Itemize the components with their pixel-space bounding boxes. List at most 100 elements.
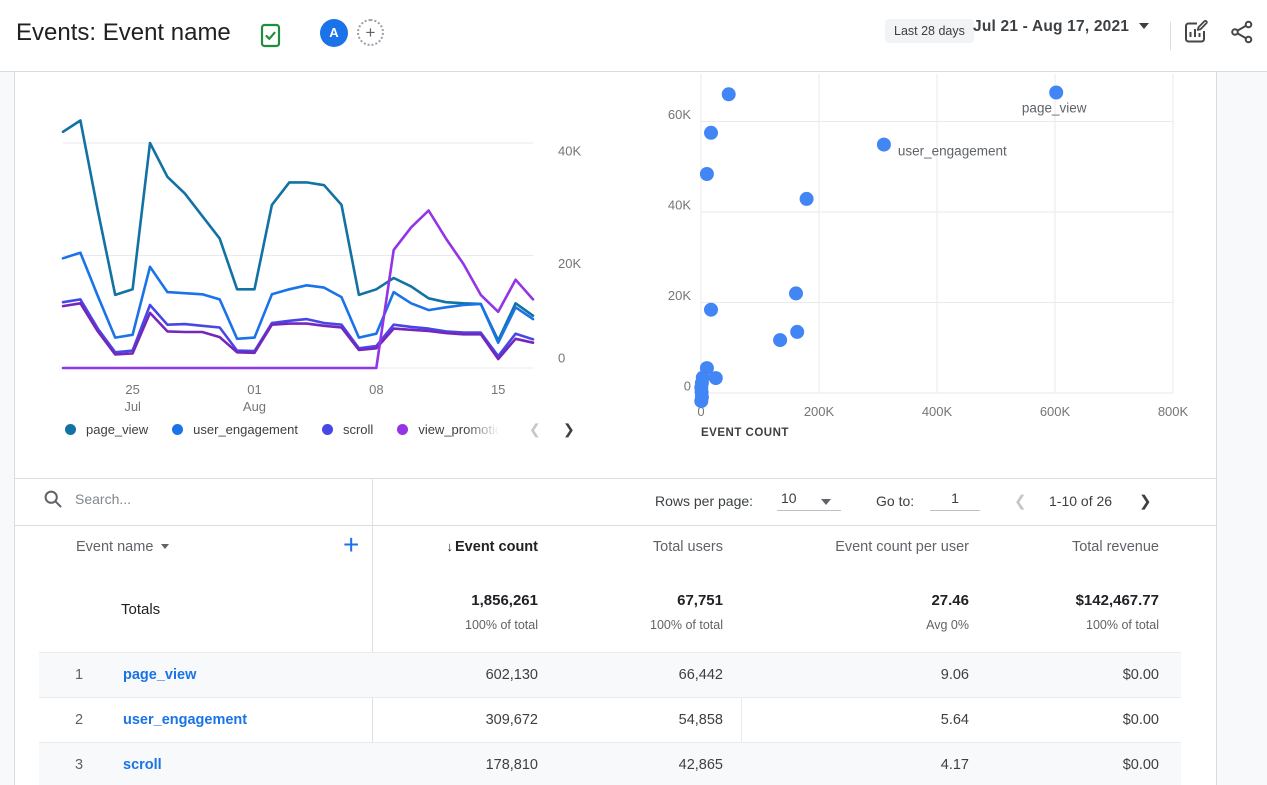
totals-total-users: 67,751 — [677, 592, 723, 609]
comparison-avatar[interactable]: A — [320, 19, 348, 47]
cell-event_count: 309,672 — [486, 712, 538, 728]
pagination-next-icon[interactable]: ❯ — [1139, 492, 1152, 510]
legend-dot-icon — [397, 424, 408, 435]
svg-text:0: 0 — [558, 350, 565, 365]
column-header-event-count-per-user[interactable]: Event count per user — [835, 539, 969, 555]
svg-text:0: 0 — [684, 378, 691, 393]
page-title: Events: Event name — [16, 19, 231, 47]
totals-label: Totals — [121, 601, 160, 618]
column-header-total-revenue[interactable]: Total revenue — [1072, 539, 1159, 555]
svg-text:40K: 40K — [558, 143, 581, 158]
legend-item-view_promotion[interactable]: view_promotion — [397, 422, 504, 437]
legend-scroll-right-icon[interactable]: ❯ — [563, 420, 575, 438]
event-name-link[interactable]: scroll — [123, 757, 162, 773]
event-name-link[interactable]: page_view — [123, 667, 196, 683]
totals-event-count-per-user: 27.46 — [931, 592, 969, 609]
cell-event_count_per_user: 4.17 — [941, 757, 969, 773]
cell-total_revenue: $0.00 — [1123, 757, 1159, 773]
cell-total_revenue: $0.00 — [1123, 712, 1159, 728]
svg-text:08: 08 — [369, 382, 383, 397]
scatter-chart: 0200K400K600K800K020K40K60KEVENT COUNTpa… — [615, 72, 1218, 476]
cell-total_users: 66,442 — [679, 667, 723, 683]
rows-per-page-label: Rows per page: — [655, 493, 753, 509]
line-chart-legend: page_view user_engagement scroll view_promo… — [65, 418, 504, 440]
goto-label: Go to: — [876, 493, 914, 509]
event-name-link[interactable]: user_engagement — [123, 712, 247, 728]
svg-text:60K: 60K — [668, 107, 691, 122]
legend-label: view_promotion — [418, 422, 504, 437]
page-background: 020K40K25Jul01Aug0815 page_viewuser_enga… — [0, 72, 1267, 785]
table-header-row: Event name + ↓Event count Total users Ev… — [15, 525, 1216, 570]
svg-text:user_engagement: user_engagement — [898, 144, 1007, 159]
date-range-badge: Last 28 days — [885, 19, 974, 43]
report-check-icon — [260, 23, 281, 48]
top-header-bar: Events: Event name A + Last 28 days Jul … — [0, 0, 1267, 72]
totals-total-revenue: $142,467.77 — [1076, 592, 1159, 609]
legend-dot-icon — [65, 424, 76, 435]
table-totals-row: Totals 1,856,261 100% of total 67,751 10… — [15, 570, 1216, 652]
dimension-header[interactable]: Event name — [76, 539, 169, 555]
table-row: 1page_view602,13066,4429.06$0.00 — [39, 652, 1181, 697]
table-row: 2 user_engagement 309,672 54,858 5.64 $0.00 — [39, 697, 1181, 742]
goto-page-input[interactable]: 1 — [930, 490, 980, 511]
legend-dot-icon — [172, 424, 183, 435]
table-row: 3 scroll 178,810 42,865 4.17 $0.00 — [39, 742, 1181, 785]
line-chart: 020K40K25Jul01Aug0815 — [15, 72, 615, 476]
cell-total_users: 42,865 — [679, 757, 723, 773]
totals-total-revenue-sub: 100% of total — [1086, 618, 1159, 632]
search-icon — [43, 489, 63, 509]
svg-text:400K: 400K — [922, 404, 953, 419]
svg-text:01: 01 — [247, 382, 261, 397]
row-index: 3 — [75, 757, 83, 773]
legend-label: user_engagement — [193, 422, 298, 437]
svg-text:40K: 40K — [668, 197, 691, 212]
legend-item-scroll[interactable]: scroll — [322, 422, 373, 437]
add-comparison-button[interactable]: + — [357, 19, 384, 46]
column-header-event-count[interactable]: ↓Event count — [447, 539, 538, 555]
chevron-down-icon — [161, 544, 169, 549]
cell-event_count: 178,810 — [486, 757, 538, 773]
cell-total_revenue: $0.00 — [1123, 667, 1159, 683]
svg-text:15: 15 — [491, 382, 505, 397]
legend-item-user_engagement[interactable]: user_engagement — [172, 422, 298, 437]
row-index: 2 — [75, 712, 83, 728]
svg-text:25: 25 — [125, 382, 139, 397]
cell-event_count_per_user: 9.06 — [941, 667, 969, 683]
header-divider — [1170, 22, 1171, 50]
ga4-events-screen: Events: Event name A + Last 28 days Jul … — [0, 0, 1267, 785]
date-range-text: Jul 21 - Aug 17, 2021 — [973, 18, 1129, 35]
cell-event_count_per_user: 5.64 — [941, 712, 969, 728]
totals-event-count: 1,856,261 — [471, 592, 538, 609]
svg-text:20K: 20K — [558, 256, 581, 271]
column-header-total-users[interactable]: Total users — [653, 539, 723, 555]
svg-text:20K: 20K — [668, 288, 691, 303]
chevron-down-icon — [821, 499, 831, 505]
row-index: 1 — [75, 667, 83, 683]
legend-scroll-left-icon[interactable]: ❮ — [529, 420, 541, 438]
legend-label: page_view — [86, 422, 148, 437]
add-column-button[interactable]: + — [343, 529, 359, 561]
report-card: 020K40K25Jul01Aug0815 page_viewuser_enga… — [14, 72, 1217, 785]
pagination-prev-icon[interactable]: ❮ — [1014, 492, 1027, 510]
legend-label: scroll — [343, 422, 373, 437]
svg-text:600K: 600K — [1040, 404, 1071, 419]
svg-text:800K: 800K — [1158, 404, 1189, 419]
chevron-down-icon — [1139, 23, 1149, 29]
svg-text:page_view: page_view — [1022, 101, 1087, 116]
totals-event-count-per-user-sub: Avg 0% — [926, 618, 969, 632]
rows-per-page-select[interactable]: 10 — [777, 490, 841, 511]
share-icon[interactable] — [1228, 18, 1260, 50]
edit-chart-icon[interactable] — [1182, 18, 1214, 50]
totals-event-count-sub: 100% of total — [465, 618, 538, 632]
cell-total_users: 54,858 — [679, 712, 723, 728]
search-input[interactable] — [75, 491, 295, 507]
totals-total-users-sub: 100% of total — [650, 618, 723, 632]
date-range-selector[interactable]: Jul 21 - Aug 17, 2021 — [973, 18, 1149, 36]
svg-text:EVENT COUNT: EVENT COUNT — [701, 427, 789, 439]
legend-item-page_view[interactable]: page_view — [65, 422, 148, 437]
pagination-range: 1-10 of 26 — [1049, 493, 1112, 509]
table-controls-row: Rows per page: 10 Go to: 1 ❮ 1-10 of 26 … — [15, 478, 1216, 525]
svg-text:200K: 200K — [804, 404, 835, 419]
legend-dot-icon — [322, 424, 333, 435]
svg-text:Jul: Jul — [124, 399, 141, 414]
